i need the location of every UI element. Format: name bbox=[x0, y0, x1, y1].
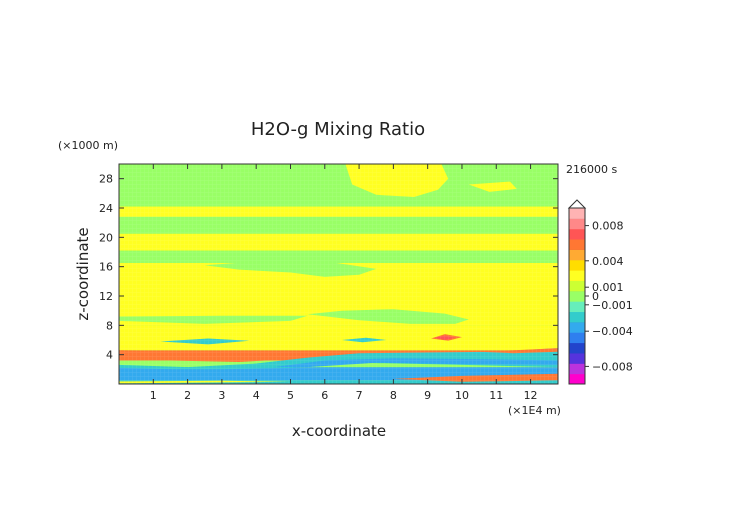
colorbar-overflow-arrow bbox=[567, 199, 587, 209]
x-axis-label: x-coordinate bbox=[292, 422, 386, 440]
y-tick-label: 4 bbox=[106, 349, 113, 362]
colorbar-tick-label: 0.001 bbox=[592, 281, 624, 294]
field-band bbox=[119, 250, 558, 263]
colorbar-swatch bbox=[569, 332, 585, 344]
x-tick-label: 6 bbox=[321, 389, 328, 402]
y-tick-label: 12 bbox=[99, 290, 113, 303]
colorbar-swatch bbox=[569, 373, 585, 385]
x-tick-label: 8 bbox=[390, 389, 397, 402]
x-tick-label: 12 bbox=[524, 389, 538, 402]
colorbar-tick-label: −0.004 bbox=[592, 325, 633, 338]
contour-field bbox=[119, 164, 558, 384]
colorbar-tick-label: 0 bbox=[592, 290, 599, 303]
colorbar-swatch bbox=[569, 290, 585, 302]
x-tick-label: 3 bbox=[218, 389, 225, 402]
y-axis-label: z-coordinate bbox=[74, 227, 92, 320]
x-tick-label: 4 bbox=[253, 389, 260, 402]
colorbar-tick-label: −0.008 bbox=[592, 360, 633, 373]
field-band bbox=[119, 216, 558, 234]
x-axis: 1 2 3 4 5 6 7 8 9 10 11 12 bbox=[150, 164, 538, 402]
colorbar-swatch bbox=[569, 249, 585, 261]
colorbar-swatch bbox=[569, 239, 585, 250]
x-tick-label: 5 bbox=[287, 389, 294, 402]
x-tick-label: 11 bbox=[489, 389, 503, 402]
colorbar-swatch bbox=[569, 301, 585, 313]
y-axis: 4 8 12 16 20 24 28 bbox=[99, 173, 558, 362]
colorbar-swatch bbox=[569, 280, 585, 292]
colorbar-swatch bbox=[569, 228, 585, 240]
colorbar-tick-label: −0.001 bbox=[592, 299, 633, 312]
colorbar-swatch bbox=[569, 321, 585, 333]
colorbar-swatch bbox=[569, 311, 585, 323]
colorbar-swatch bbox=[569, 342, 585, 354]
y-tick-label: 20 bbox=[99, 231, 113, 244]
plot-frame bbox=[118, 163, 559, 385]
colorbar-swatch bbox=[569, 208, 585, 219]
colorbar-swatch bbox=[569, 259, 585, 271]
y-unit-label: (×1000 m) bbox=[58, 139, 118, 152]
y-tick-label: 28 bbox=[99, 173, 113, 186]
x-tick-label: 10 bbox=[455, 389, 469, 402]
field-band bbox=[119, 206, 558, 217]
x-unit-label: (×1E4 m) bbox=[508, 404, 561, 417]
y-tick-label: 24 bbox=[99, 202, 113, 215]
field-band bbox=[119, 233, 558, 251]
colorbar-tick-label: 0.004 bbox=[592, 255, 624, 268]
colorbar-swatch bbox=[569, 270, 585, 281]
colorbar-swatch bbox=[569, 363, 585, 375]
y-tick-label: 16 bbox=[99, 261, 113, 274]
chart-title: H2O-g Mixing Ratio bbox=[251, 119, 425, 140]
x-tick-label: 1 bbox=[150, 389, 157, 402]
colorbar-swatch bbox=[569, 218, 585, 230]
colorbar-swatch bbox=[569, 352, 585, 364]
colorbar-tick-label: 0.008 bbox=[592, 220, 624, 233]
y-tick-label: 8 bbox=[106, 319, 113, 332]
x-tick-label: 9 bbox=[424, 389, 431, 402]
time-label: 216000 s bbox=[566, 163, 617, 176]
x-tick-label: 2 bbox=[184, 389, 191, 402]
x-tick-label: 7 bbox=[356, 389, 363, 402]
